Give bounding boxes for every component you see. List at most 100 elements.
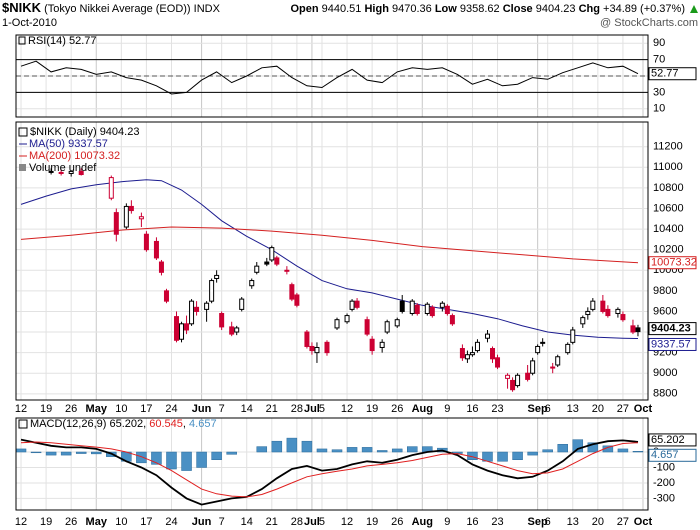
x-tick-label: 28 [291,516,303,528]
candle-body [469,352,475,356]
candle-body [219,313,225,328]
candle-body [540,341,546,344]
histogram-bar [301,440,313,453]
candle-body [635,327,641,333]
candle-body [484,333,490,339]
x-tick-label: 13 [567,403,579,415]
candle-body [429,306,435,317]
candle-body [58,171,64,174]
y-tick-label: -100 [653,461,675,473]
histogram-bar [512,451,523,460]
last-value-label: 65.202 [651,434,685,446]
legend-value: 52.77 [69,35,97,47]
y-tick-label: 10200 [653,244,684,256]
candle-body [444,305,450,315]
x-tick-label: 21 [266,516,278,528]
candle-body [414,304,420,315]
candle-body [158,261,164,273]
x-tick-label: 24 [165,516,177,528]
x-tick-label: Oct [634,516,653,528]
candle-body [369,338,375,352]
candle-body [495,357,501,368]
candle-body [264,261,270,265]
candle-body [490,348,496,360]
y-tick-label: 10400 [653,223,684,235]
last-value-box [648,448,697,462]
x-tick-label: May [86,516,108,528]
moving-average-line [20,226,639,264]
y-tick-label: 11000 [653,161,683,173]
x-tick-label: 19 [40,403,52,415]
frame [15,121,649,401]
legend-icon [18,36,26,45]
candle-body [464,354,470,360]
candle-body [550,366,556,369]
legend-name: MACD(12,26,9) [30,418,106,430]
candle-body [344,315,350,323]
x-tick-label: Oct [634,403,653,415]
histogram-bar [136,451,147,464]
candle-body [229,326,235,335]
last-value-box [648,337,697,351]
legend-value: 4.657 [189,418,217,430]
candle-body [620,314,626,321]
x-tick-label: Jul [304,403,320,415]
quote-label: Open [290,3,318,15]
x-tick-label: 12 [15,403,27,415]
x-tick-label: 20 [592,403,604,415]
quote-value: 9440.51 [322,3,362,15]
quote-change-pct: (+0.37%) [640,3,685,15]
legend-icon [18,127,28,137]
quote-label: High [364,3,389,15]
candle-body [349,300,355,310]
candle-body [204,302,210,310]
candle-body [128,205,134,212]
candle-body [615,308,621,315]
candle-body [179,323,185,340]
x-tick-label: 10 [115,403,127,415]
header-title-line: $NIKK (Tokyo Nikkei Average (EOD)) INDX [2,0,221,15]
y-tick-label: 11200 [653,141,683,153]
histogram-bar [632,451,644,453]
histogram-bar [45,451,57,456]
quote-bar: Open 9440.51 High 9470.36 Low 9358.62 Cl… [290,3,685,15]
candle-body [399,300,405,312]
candle-body [439,302,445,308]
x-tick-label: 19 [366,403,378,415]
candle-body [249,280,255,287]
legend-name: RSI(14) [28,35,66,47]
watermark: @ StockCharts.com [600,17,698,29]
candle-body [174,316,180,341]
y-tick-label: -300 [653,492,675,504]
x-tick-label: 26 [391,516,403,528]
x-tick-label: 12 [341,403,353,415]
x-tick-label: 13 [567,516,579,528]
x-tick-label: 19 [366,516,378,528]
candle-body [364,319,370,335]
quote-value: 9358.62 [460,3,500,15]
symbol: $NIKK [2,0,42,15]
x-tick-label: 17 [140,403,152,415]
x-tick-label: 27 [617,403,629,415]
histogram-bar [376,450,388,453]
candle-body [535,345,541,354]
histogram-bar [617,448,629,453]
x-tick-label: 23 [491,403,503,415]
histogram-bar [557,444,568,453]
histogram-bar [286,437,298,453]
last-value-label: 10073.32 [651,257,697,269]
legend: MACD(12,26,9) 65.202, 60.545, 4.657 [30,418,217,430]
x-tick-label: Jul [304,516,320,528]
y-tick-label: 90 [653,37,665,49]
x-tick-label: 20 [592,516,604,528]
x-tick-label: 6 [545,516,551,528]
candle-body [555,356,561,366]
candle-body [515,374,521,387]
candle-body [379,341,385,348]
legend-value: 65.202 [109,418,143,430]
candle-body [600,300,606,312]
y-tick-label: 10600 [653,202,684,214]
candle-body [630,325,636,333]
